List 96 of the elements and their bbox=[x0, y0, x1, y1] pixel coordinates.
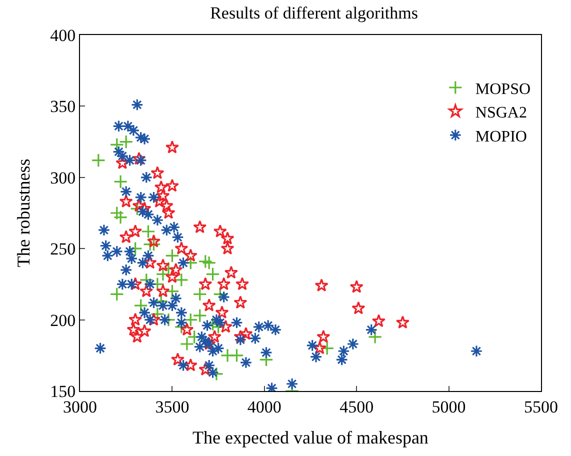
point bbox=[140, 284, 154, 298]
point bbox=[91, 153, 106, 168]
point bbox=[165, 248, 180, 263]
point bbox=[239, 326, 253, 340]
legend-label: NSGA2 bbox=[475, 104, 527, 122]
point bbox=[235, 277, 250, 290]
point bbox=[150, 307, 165, 322]
point bbox=[110, 206, 124, 220]
point bbox=[156, 267, 170, 282]
y-tick-label: 250 bbox=[50, 240, 76, 259]
point bbox=[130, 330, 144, 343]
point bbox=[156, 284, 170, 298]
point bbox=[128, 312, 142, 326]
point bbox=[220, 232, 234, 245]
y-tick-label: 350 bbox=[50, 97, 76, 116]
x-axis-title: The expected value of makespan bbox=[192, 428, 428, 448]
y-axis-title: The robustness bbox=[13, 158, 34, 268]
point bbox=[113, 174, 128, 189]
point bbox=[126, 322, 140, 336]
point bbox=[143, 256, 157, 269]
legend-label: MOPSO bbox=[475, 80, 531, 98]
point bbox=[138, 324, 152, 338]
point bbox=[198, 277, 212, 290]
point bbox=[146, 237, 161, 252]
point bbox=[193, 220, 207, 234]
point bbox=[396, 316, 410, 329]
point bbox=[162, 206, 176, 219]
point bbox=[350, 280, 364, 293]
point bbox=[314, 278, 328, 292]
x-tick-label: 3500 bbox=[155, 397, 190, 416]
point bbox=[184, 248, 198, 262]
point bbox=[141, 224, 156, 239]
point bbox=[132, 152, 146, 165]
point bbox=[208, 330, 222, 343]
point bbox=[320, 341, 334, 356]
point bbox=[160, 198, 174, 212]
point bbox=[213, 287, 228, 302]
y-tick-label: 200 bbox=[50, 310, 76, 330]
point bbox=[220, 242, 234, 254]
point bbox=[224, 266, 238, 279]
x-tick-label: 5000 bbox=[432, 397, 466, 416]
point bbox=[184, 358, 198, 372]
point bbox=[180, 322, 194, 336]
point bbox=[165, 178, 179, 192]
point bbox=[209, 366, 224, 382]
point bbox=[119, 230, 133, 244]
point bbox=[368, 330, 382, 344]
point bbox=[146, 234, 161, 248]
point bbox=[312, 341, 327, 354]
point bbox=[192, 308, 207, 323]
point bbox=[218, 320, 232, 333]
point bbox=[146, 312, 161, 326]
point bbox=[184, 312, 198, 327]
point bbox=[192, 287, 207, 302]
point bbox=[180, 336, 194, 352]
point bbox=[110, 138, 124, 152]
point bbox=[165, 140, 179, 154]
y-tick-label: 400 bbox=[50, 26, 76, 45]
point bbox=[174, 242, 188, 254]
point bbox=[156, 188, 170, 202]
point bbox=[132, 198, 146, 212]
point bbox=[202, 298, 216, 312]
point bbox=[234, 296, 248, 309]
point bbox=[165, 270, 179, 283]
legend-label: MOPIO bbox=[475, 128, 527, 146]
chart-title: Results of different algorithms bbox=[210, 4, 418, 23]
point bbox=[198, 254, 212, 269]
point bbox=[198, 362, 212, 376]
x-tick-label: 5500 bbox=[524, 397, 558, 416]
point bbox=[128, 224, 142, 238]
point bbox=[372, 314, 386, 328]
point bbox=[110, 287, 124, 302]
point bbox=[206, 267, 220, 282]
point bbox=[116, 156, 130, 170]
point bbox=[156, 258, 170, 272]
point bbox=[119, 134, 134, 149]
point bbox=[119, 194, 133, 208]
point bbox=[316, 330, 330, 343]
point bbox=[154, 180, 168, 194]
point bbox=[169, 262, 183, 276]
x-tick-label: 4500 bbox=[340, 397, 374, 416]
point bbox=[213, 224, 227, 238]
point bbox=[352, 301, 366, 314]
y-tick-label: 300 bbox=[50, 168, 76, 188]
point bbox=[152, 194, 166, 208]
point bbox=[202, 256, 216, 270]
point bbox=[174, 272, 189, 288]
point bbox=[128, 277, 142, 290]
point bbox=[150, 166, 164, 180]
point bbox=[230, 348, 244, 362]
point bbox=[217, 277, 231, 290]
point bbox=[215, 306, 229, 319]
point bbox=[165, 284, 180, 298]
x-tick-label: 4000 bbox=[247, 397, 282, 416]
point bbox=[170, 352, 185, 366]
point bbox=[134, 298, 148, 313]
